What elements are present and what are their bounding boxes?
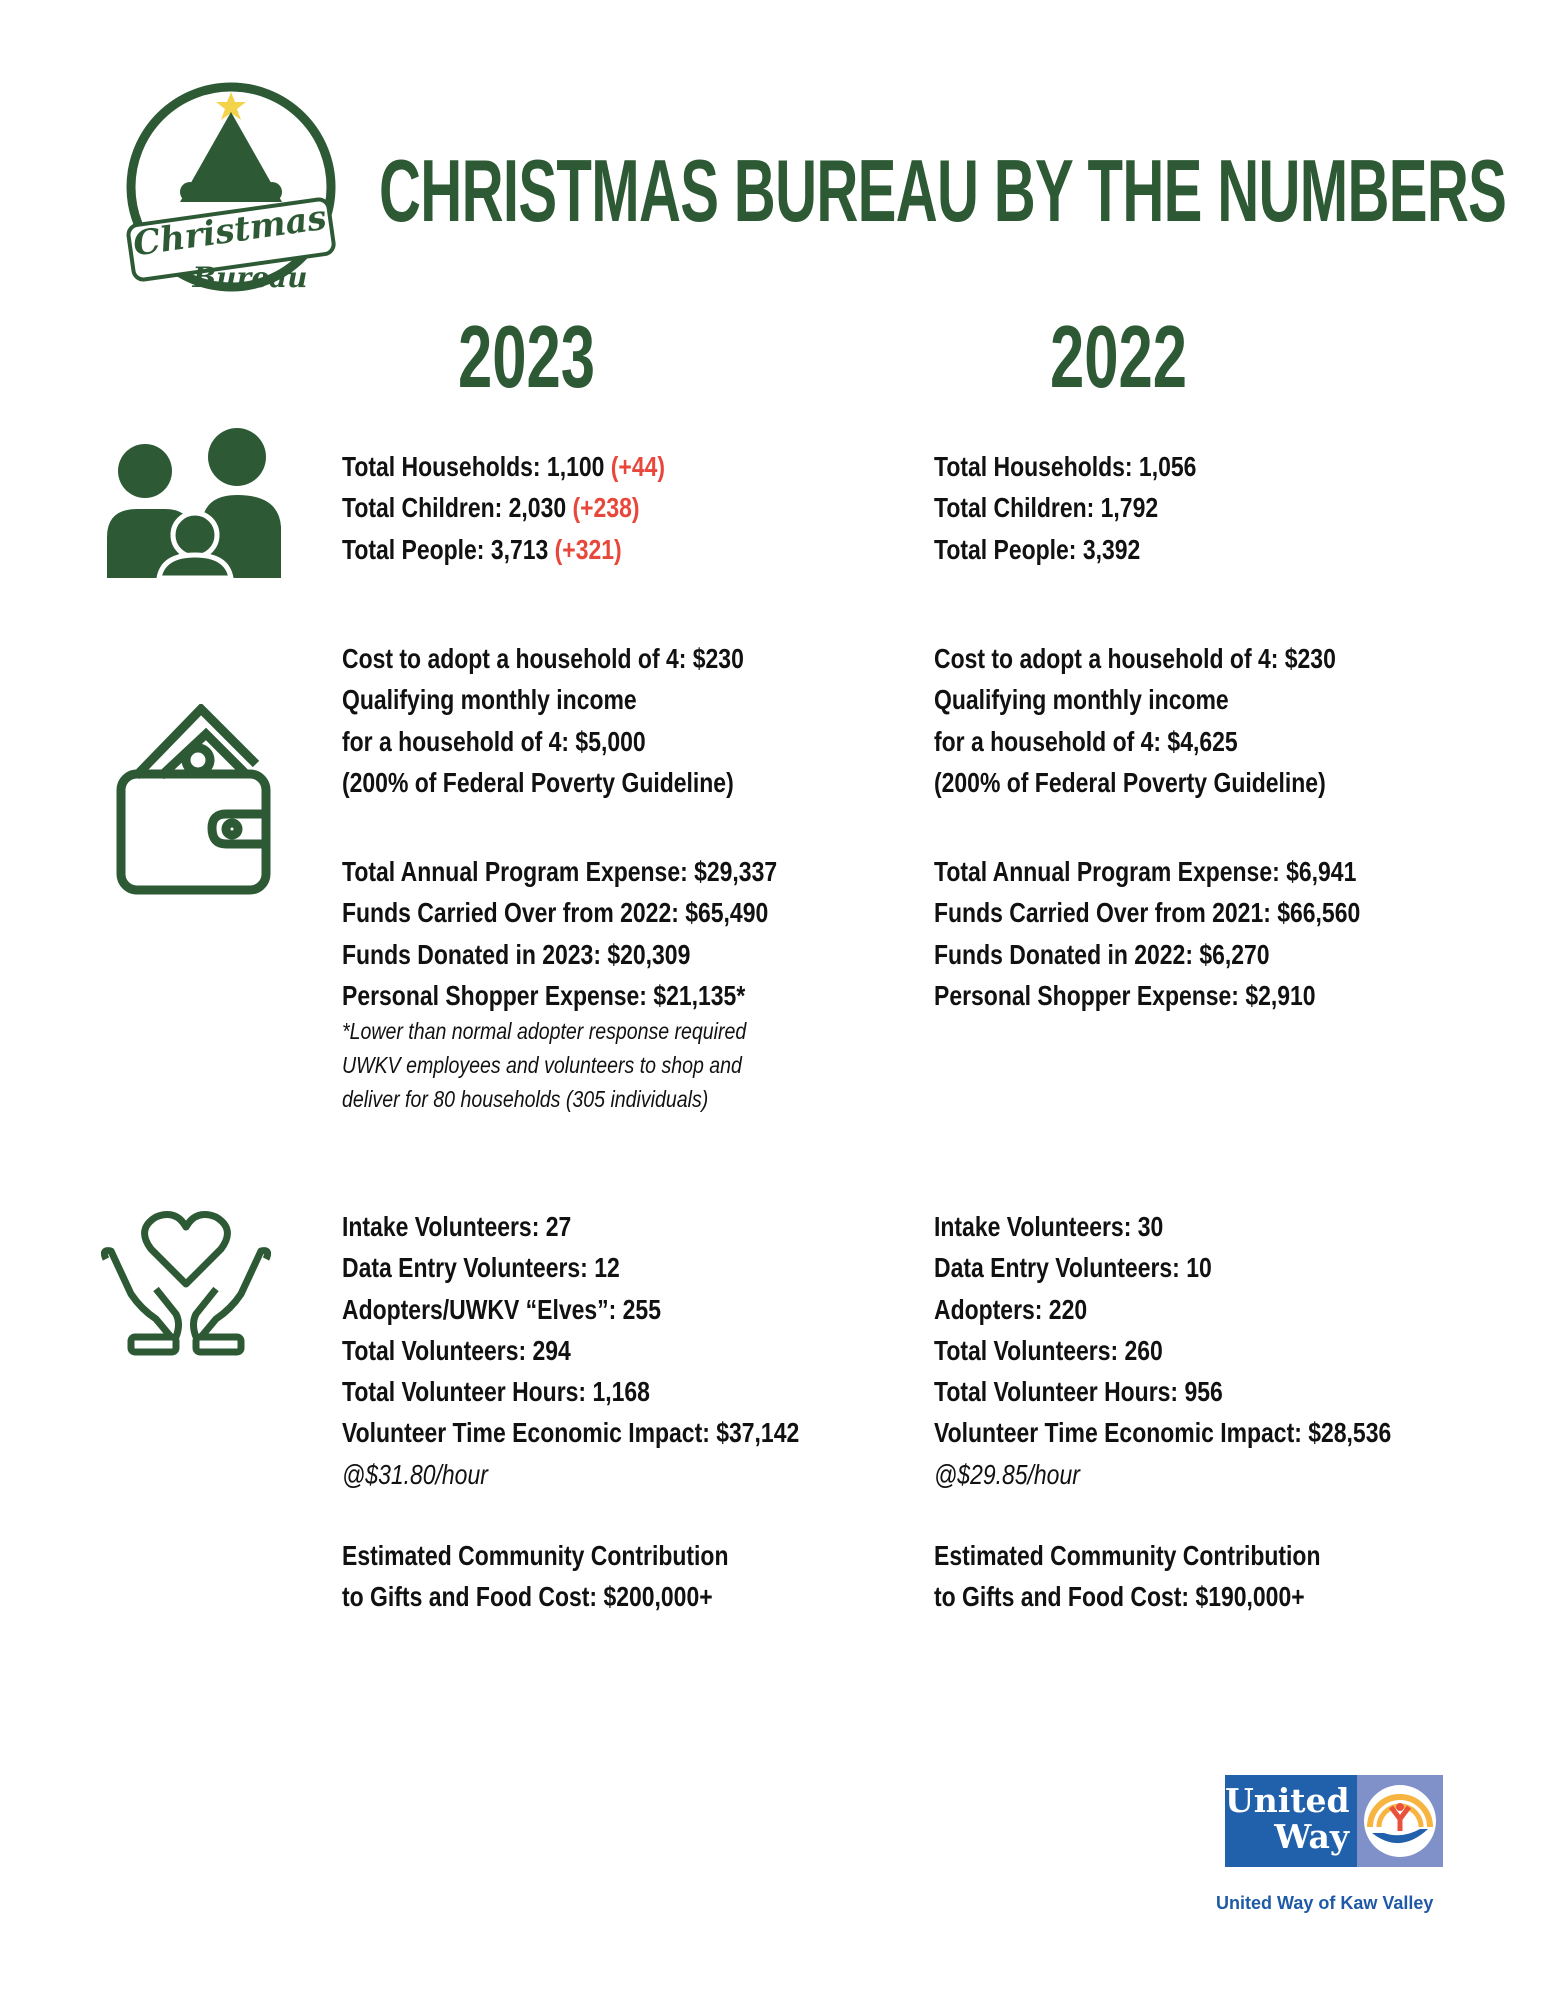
stat-line: Data Entry Volunteers: 10 bbox=[934, 1252, 1212, 1284]
stat-line: for a household of 4: $5,000 bbox=[342, 725, 646, 757]
stat-line: Estimated Community Contribution bbox=[342, 1540, 729, 1571]
stat-line: to Gifts and Food Cost: $190,000+ bbox=[934, 1581, 1305, 1613]
stat-line: Volunteer Time Economic Impact: $37,142 bbox=[342, 1417, 800, 1449]
year-heading-2023: 2023 bbox=[458, 307, 596, 406]
stat-line: Cost to adopt a household of 4: $230 bbox=[342, 643, 744, 674]
stat-line: Funds Donated in 2022: $6,270 bbox=[934, 938, 1270, 970]
stat-line: Total Volunteer Hours: 1,168 bbox=[342, 1376, 650, 1408]
note-line: *Lower than normal adopter response requ… bbox=[342, 1018, 747, 1044]
hourly-rate: @$29.85/hour bbox=[934, 1458, 1080, 1490]
cost-stats-2023: Cost to adopt a household of 4: $230 Qua… bbox=[342, 638, 744, 803]
stat-line: for a household of 4: $4,625 bbox=[934, 725, 1238, 757]
children-2022: Total Children: 1,792 bbox=[934, 492, 1159, 524]
people-stats-2022: Total Households: 1,056 Total Children: … bbox=[934, 446, 1196, 570]
community-stats-2022: Estimated Community Contribution to Gift… bbox=[934, 1535, 1320, 1618]
stat-line: Qualifying monthly income bbox=[342, 684, 637, 716]
children-delta: (+238) bbox=[572, 492, 640, 524]
households-2023: Total Households: 1,100 bbox=[342, 451, 611, 482]
united-way-caption: United Way of Kaw Valley bbox=[1216, 1893, 1434, 1913]
stat-line: Personal Shopper Expense: $21,135* bbox=[342, 979, 746, 1011]
united-way-emblem-icon bbox=[1364, 1785, 1436, 1857]
stat-line: Funds Carried Over from 2022: $65,490 bbox=[342, 897, 769, 929]
stat-line: Intake Volunteers: 30 bbox=[934, 1211, 1164, 1242]
funds-stats-2022: Total Annual Program Expense: $6,941 Fun… bbox=[934, 851, 1360, 1016]
households-delta: (+44) bbox=[610, 451, 666, 482]
svg-text:Bureau: Bureau bbox=[191, 261, 307, 294]
stat-line: (200% of Federal Poverty Guideline) bbox=[342, 766, 734, 798]
stat-line: Total Volunteer Hours: 956 bbox=[934, 1376, 1223, 1408]
funds-stats-2023: Total Annual Program Expense: $29,337 Fu… bbox=[342, 851, 777, 1016]
stat-line: Total Volunteers: 294 bbox=[342, 1334, 571, 1366]
volunteer-stats-2023: Intake Volunteers: 27 Data Entry Volunte… bbox=[342, 1206, 799, 1495]
logo-word: United bbox=[1225, 1781, 1350, 1820]
note-line: deliver for 80 households (305 individua… bbox=[342, 1086, 709, 1112]
stat-line: Intake Volunteers: 27 bbox=[342, 1211, 572, 1242]
stat-line: Estimated Community Contribution bbox=[934, 1540, 1321, 1571]
community-stats-2023: Estimated Community Contribution to Gift… bbox=[342, 1535, 728, 1618]
wallet-icon bbox=[116, 702, 274, 900]
hourly-rate: @$31.80/hour bbox=[342, 1458, 488, 1490]
cost-stats-2022: Cost to adopt a household of 4: $230 Qua… bbox=[934, 638, 1336, 803]
stat-line: Data Entry Volunteers: 12 bbox=[342, 1252, 620, 1284]
people-2023: Total People: 3,713 bbox=[342, 533, 555, 565]
households-2022: Total Households: 1,056 bbox=[934, 451, 1197, 482]
people-delta: (+321) bbox=[554, 533, 622, 565]
stat-line: to Gifts and Food Cost: $200,000+ bbox=[342, 1581, 713, 1613]
stat-line: Total Annual Program Expense: $6,941 bbox=[934, 856, 1357, 887]
stat-line: Funds Donated in 2023: $20,309 bbox=[342, 938, 691, 970]
christmas-bureau-logo: Christmas Bureau bbox=[120, 82, 342, 299]
logo-word: Way bbox=[1274, 1817, 1349, 1856]
stat-line: Funds Carried Over from 2021: $66,560 bbox=[934, 897, 1361, 929]
stat-line: Adopters: 220 bbox=[934, 1293, 1088, 1325]
stat-line: Qualifying monthly income bbox=[934, 684, 1229, 716]
heart-hands-icon bbox=[100, 1209, 272, 1362]
stat-line: Personal Shopper Expense: $2,910 bbox=[934, 979, 1316, 1011]
volunteer-stats-2022: Intake Volunteers: 30 Data Entry Volunte… bbox=[934, 1206, 1391, 1495]
stat-line: (200% of Federal Poverty Guideline) bbox=[934, 766, 1326, 798]
stat-line: Cost to adopt a household of 4: $230 bbox=[934, 643, 1336, 674]
stat-line: Adopters/UWKV “Elves”: 255 bbox=[342, 1293, 661, 1325]
footnote-2023: *Lower than normal adopter response requ… bbox=[342, 1014, 746, 1116]
people-2022: Total People: 3,392 bbox=[934, 533, 1141, 565]
stat-line: Total Annual Program Expense: $29,337 bbox=[342, 856, 778, 887]
united-way-logo: United Way bbox=[1225, 1775, 1443, 1867]
children-2023: Total Children: 2,030 bbox=[342, 492, 573, 524]
family-icon bbox=[107, 427, 281, 583]
note-line: UWKV employees and volunteers to shop an… bbox=[342, 1052, 742, 1078]
year-heading-2022: 2022 bbox=[1050, 307, 1188, 406]
stat-line: Volunteer Time Economic Impact: $28,536 bbox=[934, 1417, 1392, 1449]
people-stats-2023: Total Households: 1,100 (+44) Total Chil… bbox=[342, 446, 665, 570]
stat-line: Total Volunteers: 260 bbox=[934, 1334, 1163, 1366]
page-title: CHRISTMAS BUREAU BY THE NUMBERS bbox=[379, 141, 1507, 240]
